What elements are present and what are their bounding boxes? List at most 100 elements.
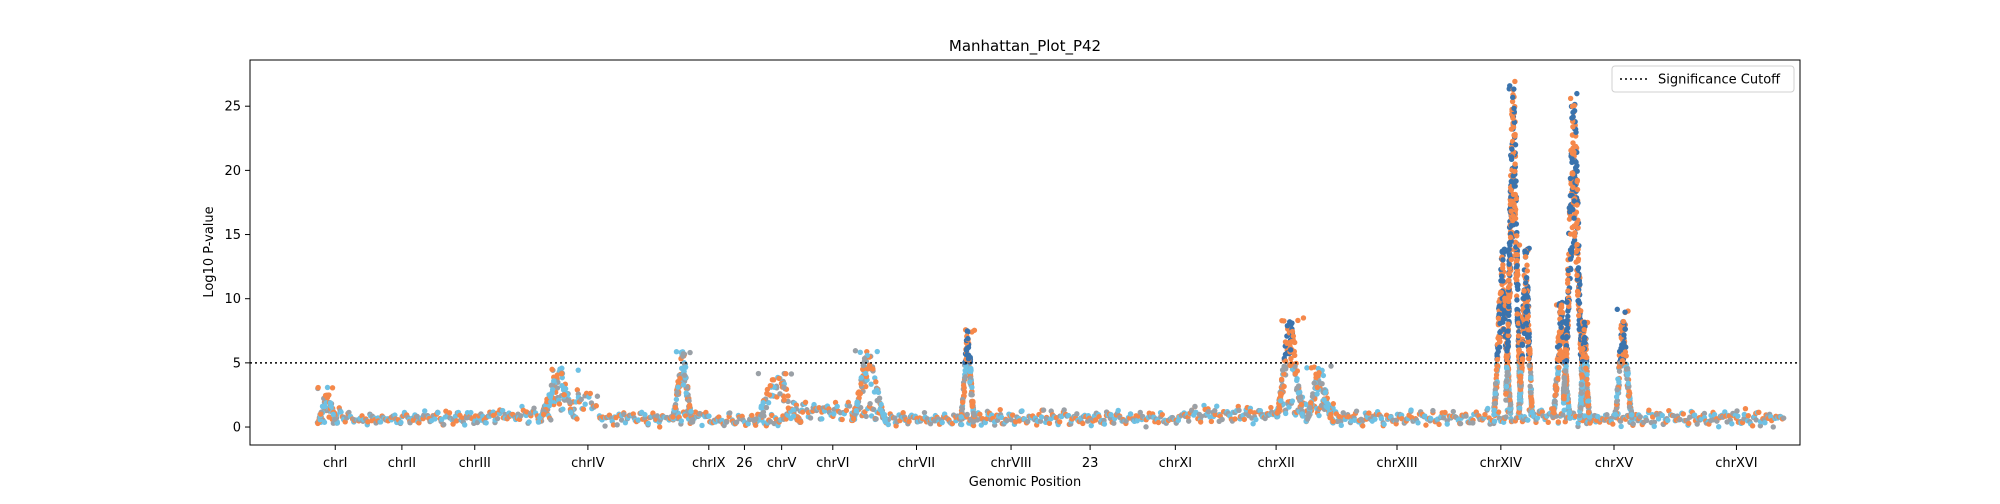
data-point xyxy=(1442,409,1448,416)
data-point xyxy=(831,411,837,417)
data-point xyxy=(1528,375,1534,381)
data-point xyxy=(1745,412,1752,419)
data-point xyxy=(968,365,974,372)
data-point xyxy=(540,411,547,418)
data-point xyxy=(1585,398,1592,404)
data-point xyxy=(733,419,740,425)
data-point xyxy=(1677,416,1683,423)
data-point xyxy=(574,416,580,422)
data-point xyxy=(1309,393,1316,400)
data-point xyxy=(1585,381,1591,387)
data-point xyxy=(1495,348,1501,355)
data-point xyxy=(1558,324,1564,331)
data-point xyxy=(1092,417,1099,423)
data-point xyxy=(1612,411,1619,418)
data-point xyxy=(969,329,975,335)
data-point xyxy=(526,419,532,425)
data-point xyxy=(964,411,970,418)
data-point xyxy=(1328,411,1334,418)
data-point xyxy=(1514,273,1520,280)
data-point xyxy=(965,335,971,342)
data-point xyxy=(1292,339,1298,346)
data-point xyxy=(1630,421,1636,427)
data-point xyxy=(1232,416,1238,422)
data-point xyxy=(1568,147,1574,154)
data-point xyxy=(1485,405,1491,412)
data-point xyxy=(1513,258,1520,264)
data-point xyxy=(1288,339,1294,345)
data-point xyxy=(1571,102,1577,109)
data-point xyxy=(1556,364,1562,371)
data-point xyxy=(1353,408,1360,414)
data-point xyxy=(1281,383,1287,390)
data-point xyxy=(1304,365,1310,371)
data-point xyxy=(1581,327,1587,333)
x-tick-label: chrXI xyxy=(1159,456,1192,471)
data-point xyxy=(1514,311,1521,317)
data-point xyxy=(1565,277,1571,283)
x-tick-label: chrXV xyxy=(1595,456,1634,471)
data-point xyxy=(1574,272,1580,279)
data-point xyxy=(1505,321,1511,327)
data-point xyxy=(1582,339,1588,346)
y-tick-label: 5 xyxy=(233,356,241,371)
chart-title: Manhattan_Plot_P42 xyxy=(949,37,1101,56)
data-point xyxy=(1523,275,1530,281)
data-point xyxy=(1496,344,1503,350)
data-point xyxy=(1511,105,1517,112)
data-point xyxy=(398,419,404,426)
data-point xyxy=(670,414,676,420)
data-point xyxy=(1510,191,1517,198)
data-point xyxy=(1524,268,1530,274)
data-point xyxy=(1573,248,1580,255)
x-tick-label: chrII xyxy=(388,456,416,471)
data-point xyxy=(1637,414,1643,420)
data-point xyxy=(781,397,787,403)
data-point xyxy=(1521,288,1527,294)
data-point xyxy=(1556,351,1563,357)
data-point xyxy=(1492,400,1499,407)
data-point xyxy=(749,412,755,419)
y-axis-label: Log10 P-value xyxy=(202,206,217,297)
data-point xyxy=(785,405,792,411)
data-point xyxy=(499,407,506,414)
data-point xyxy=(1722,409,1728,415)
data-point xyxy=(1188,407,1195,413)
data-point xyxy=(881,416,888,423)
data-point xyxy=(494,415,501,422)
data-point xyxy=(560,406,566,412)
data-point xyxy=(1624,366,1631,372)
data-point xyxy=(874,397,880,404)
data-point xyxy=(1289,398,1296,404)
data-point xyxy=(1610,421,1616,427)
data-point xyxy=(1623,353,1629,359)
data-point xyxy=(878,401,884,408)
data-point xyxy=(1616,379,1622,385)
data-point xyxy=(1564,299,1570,305)
data-point xyxy=(960,382,967,389)
data-point xyxy=(1268,404,1274,411)
data-point xyxy=(1505,328,1511,334)
data-point xyxy=(683,390,689,396)
data-point xyxy=(1616,368,1623,374)
data-point xyxy=(1556,342,1563,348)
data-point xyxy=(1523,279,1529,286)
data-point xyxy=(1528,389,1534,396)
data-point xyxy=(858,375,864,381)
data-point xyxy=(1381,421,1387,427)
data-point xyxy=(1526,355,1532,362)
data-point xyxy=(1613,394,1620,400)
data-point xyxy=(1056,419,1063,425)
data-point xyxy=(1197,419,1204,425)
data-point xyxy=(863,413,869,420)
data-point xyxy=(1016,418,1023,424)
data-point xyxy=(853,407,860,414)
data-point xyxy=(1372,416,1378,422)
data-point xyxy=(1065,412,1072,419)
data-point xyxy=(462,422,468,428)
data-point xyxy=(765,400,772,406)
x-tick-label: chrI xyxy=(323,456,348,471)
data-point xyxy=(1578,405,1584,411)
